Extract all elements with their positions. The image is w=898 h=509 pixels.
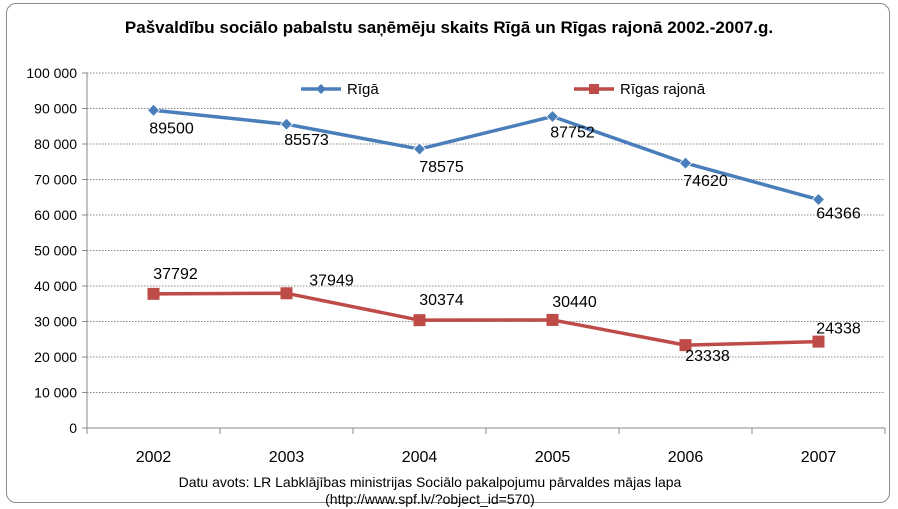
y-tick-label: 80 000 [34,136,77,152]
x-tick-label: 2003 [269,449,305,466]
data-label: 30440 [552,294,597,311]
data-label: 64366 [816,206,861,223]
legend-label: Rīgā [347,81,379,98]
y-tick-label: 20 000 [34,349,77,365]
x-tick-label: 2006 [668,449,704,466]
data-label: 37949 [309,272,354,289]
y-tick-label: 40 000 [34,278,77,294]
data-label: 78575 [419,159,464,176]
x-tick-label: 2005 [535,449,571,466]
y-tick-label: 100 000 [26,65,77,81]
series-line-1 [153,108,819,202]
y-tick-label: 30 000 [34,314,77,330]
x-tick-label: 2002 [136,449,172,466]
data-label: 85573 [284,132,329,149]
series-line-2 [153,291,819,347]
data-point-diamond [545,109,560,124]
data-label: 23338 [685,348,730,365]
x-tick-label: 2007 [801,449,837,466]
data-point-diamond [146,103,161,117]
y-tick-label: 10 000 [34,385,77,401]
y-tick-label: 90 000 [34,101,77,117]
data-label: 37792 [153,266,198,283]
data-point-diamond [279,117,294,131]
source-note: Datu avots: LR Labklājības ministrijas S… [170,474,690,508]
chart-frame [6,3,890,503]
data-point-diamond [678,156,693,170]
data-label: 74620 [683,173,728,190]
legend-marker-square [589,84,599,94]
data-point-square [280,287,293,300]
data-point-diamond [811,192,826,207]
data-label: 24338 [816,321,861,338]
data-label: 87752 [550,124,595,141]
data-point-square [679,339,692,352]
legend-marker-diamond [316,84,326,94]
y-tick-label: 0 [69,420,77,436]
data-point-square [546,313,559,326]
data-point-square [413,314,426,327]
source-line-2: (http://www.spf.lv/?object_id=570) [325,491,535,507]
data-point-diamond [412,142,427,156]
data-point-square [812,335,825,348]
y-tick-label: 50 000 [34,243,77,259]
data-point-square [147,287,160,300]
y-tick-label: 60 000 [34,207,77,223]
data-label: 89500 [149,120,194,137]
chart-title: Pašvaldību sociālo pabalstu saņēmēju ska… [124,18,774,37]
source-line-1: Datu avots: LR Labklājības ministrijas S… [178,474,682,490]
y-tick-label: 70 000 [34,172,77,188]
data-label: 30374 [419,292,464,309]
x-tick-label: 2004 [402,449,438,466]
legend-label: Rīgas rajonā [620,81,706,98]
